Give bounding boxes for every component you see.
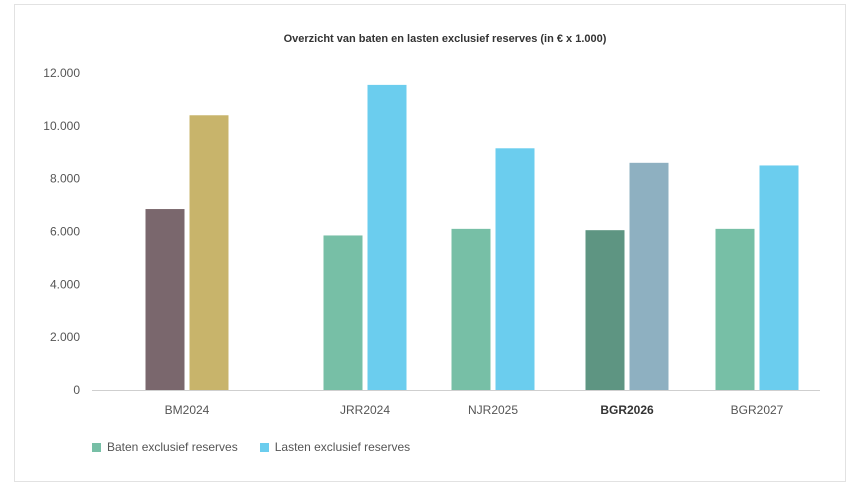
y-tick-label: 4.000 <box>50 277 80 291</box>
y-tick-label: 8.000 <box>50 172 80 186</box>
bars <box>145 84 799 391</box>
chart-title: Overzicht van baten en lasten exclusief … <box>284 33 607 45</box>
y-tick-label: 2.000 <box>50 330 80 344</box>
legend: Baten exclusief reserves Lasten exclusie… <box>92 440 410 454</box>
bar-njr2025-baten <box>451 228 491 390</box>
bar-bm2024-lasten <box>189 115 229 391</box>
y-tick-label: 0 <box>73 383 80 397</box>
x-tick-label: NJR2025 <box>468 403 518 417</box>
x-tick-label: BGR2027 <box>731 403 784 417</box>
x-axis-labels: BM2024 JRR2024 NJR2025 BGR2026 BGR2027 <box>165 403 784 417</box>
legend-item-baten: Baten exclusief reserves <box>92 440 238 454</box>
y-axis: 0 2.000 4.000 6.000 8.000 10.000 12.000 <box>43 66 80 397</box>
y-tick-label: 6.000 <box>50 225 80 239</box>
legend-label-baten: Baten exclusief reserves <box>107 440 238 454</box>
bar-bm2024-baten <box>145 209 185 390</box>
x-tick-label: BM2024 <box>165 403 210 417</box>
legend-label-lasten: Lasten exclusief reserves <box>274 440 411 454</box>
x-tick-label: BGR2026 <box>600 403 654 417</box>
bar-jrr2024-baten <box>323 235 363 390</box>
legend-item-lasten: Lasten exclusief reserves <box>259 440 411 454</box>
legend-swatch-lasten <box>259 442 269 452</box>
bar-bgr2027-lasten <box>759 165 799 390</box>
bar-njr2025-lasten <box>495 148 535 390</box>
legend-swatch-baten <box>92 442 101 452</box>
bar-jrr2024-lasten <box>367 84 407 390</box>
y-tick-label: 10.000 <box>43 119 80 133</box>
x-tick-label: JRR2024 <box>340 403 390 417</box>
y-tick-label: 12.000 <box>43 66 80 80</box>
bar-bgr2027-baten <box>715 228 755 390</box>
bar-bgr2026-lasten <box>629 162 669 390</box>
bar-bgr2026-baten <box>585 230 625 390</box>
